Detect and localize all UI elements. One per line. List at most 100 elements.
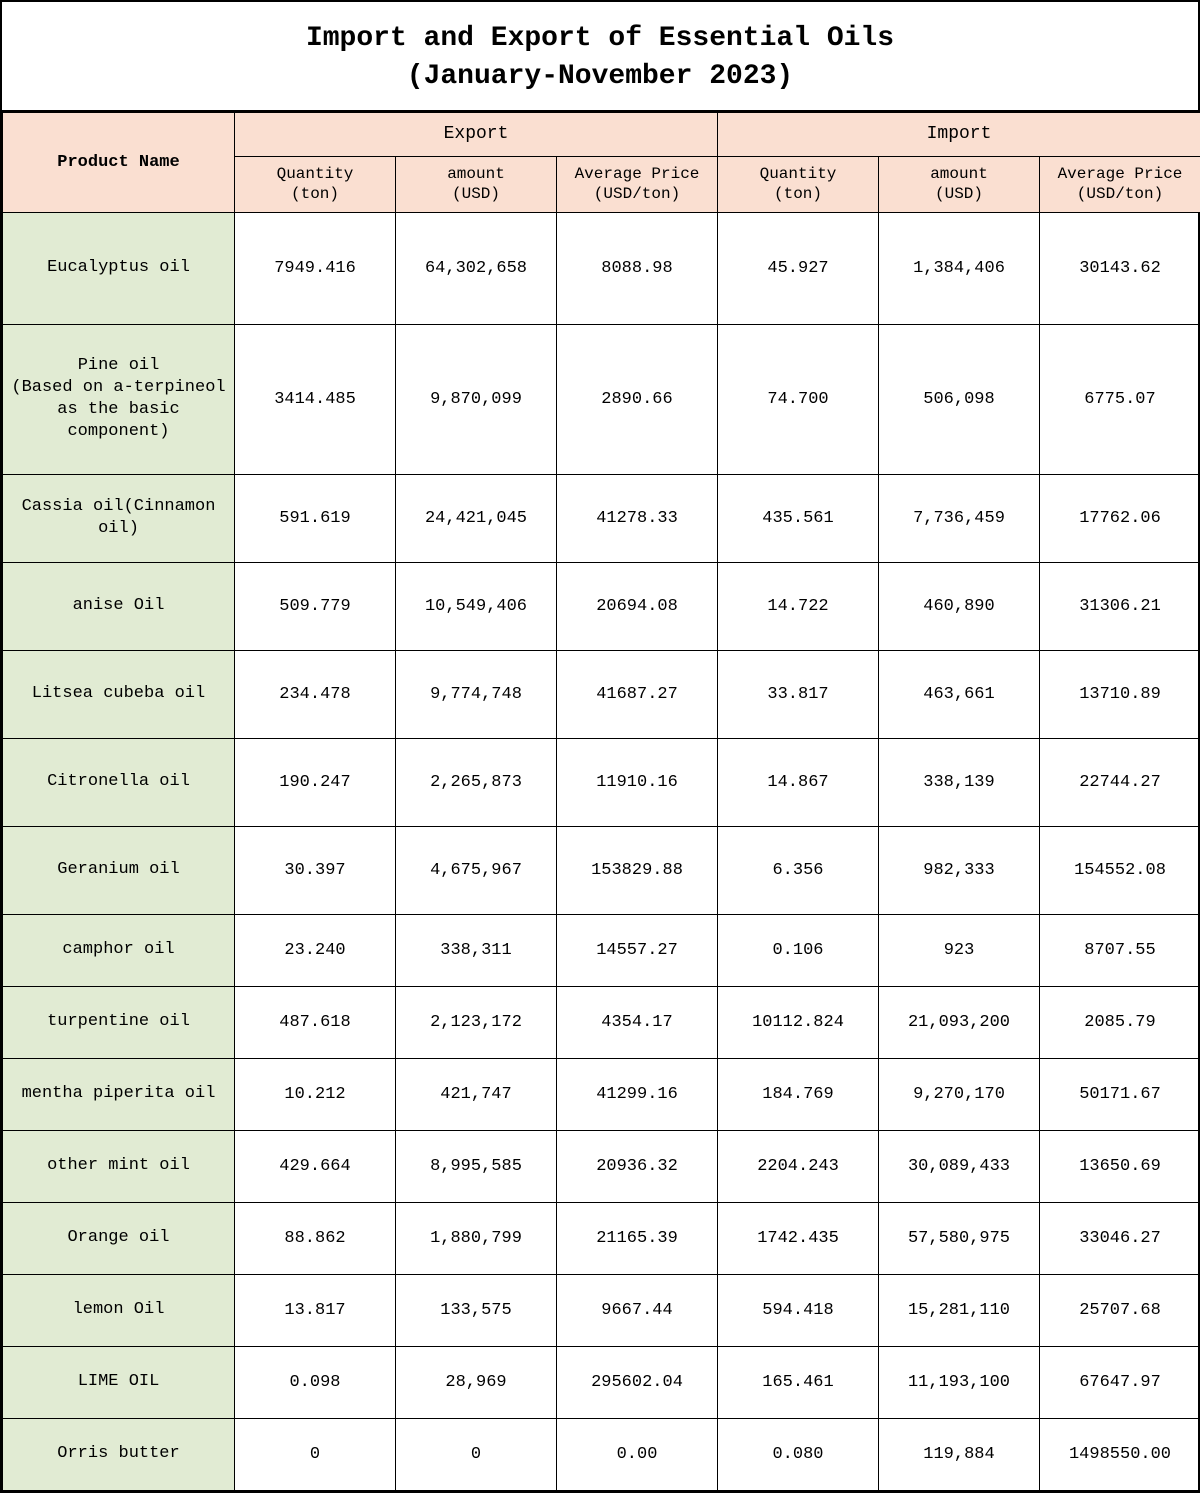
data-cell: 8088.98 <box>557 212 718 324</box>
table-row: Orange oil88.8621,880,79921165.391742.43… <box>3 1202 1200 1274</box>
data-cell: 2085.79 <box>1040 986 1200 1058</box>
product-name-cell: anise Oil <box>3 562 235 650</box>
data-cell: 13.817 <box>235 1274 396 1346</box>
data-cell: 9667.44 <box>557 1274 718 1346</box>
data-cell: 10112.824 <box>718 986 879 1058</box>
data-cell: 23.240 <box>235 914 396 986</box>
data-cell: 30,089,433 <box>879 1130 1040 1202</box>
report-container: Import and Export of Essential Oils (Jan… <box>0 0 1200 1493</box>
product-name-cell: Litsea cubeba oil <box>3 650 235 738</box>
data-cell: 1,384,406 <box>879 212 1040 324</box>
data-cell: 24,421,045 <box>396 474 557 562</box>
data-cell: 506,098 <box>879 324 1040 474</box>
data-cell: 20936.32 <box>557 1130 718 1202</box>
data-cell: 3414.485 <box>235 324 396 474</box>
title-line-1: Import and Export of Essential Oils <box>2 20 1198 58</box>
data-cell: 33046.27 <box>1040 1202 1200 1274</box>
label: (USD/ton) <box>1077 185 1163 203</box>
label: Quantity <box>277 165 354 183</box>
product-name-cell: Eucalyptus oil <box>3 212 235 324</box>
data-cell: 0.080 <box>718 1418 879 1490</box>
product-name-cell: other mint oil <box>3 1130 235 1202</box>
col-export-qty: Quantity (ton) <box>235 156 396 212</box>
data-table: Product Name Export Import Quantity (ton… <box>2 112 1200 1491</box>
data-cell: 4,675,967 <box>396 826 557 914</box>
data-cell: 6775.07 <box>1040 324 1200 474</box>
data-cell: 133,575 <box>396 1274 557 1346</box>
data-cell: 13710.89 <box>1040 650 1200 738</box>
col-import-avg: Average Price (USD/ton) <box>1040 156 1200 212</box>
table-row: other mint oil429.6648,995,58520936.3222… <box>3 1130 1200 1202</box>
data-cell: 0 <box>396 1418 557 1490</box>
data-cell: 64,302,658 <box>396 212 557 324</box>
col-import-qty: Quantity (ton) <box>718 156 879 212</box>
data-cell: 1,880,799 <box>396 1202 557 1274</box>
data-cell: 45.927 <box>718 212 879 324</box>
data-cell: 9,870,099 <box>396 324 557 474</box>
label: Average Price <box>575 165 700 183</box>
data-cell: 435.561 <box>718 474 879 562</box>
table-row: turpentine oil487.6182,123,1724354.17101… <box>3 986 1200 1058</box>
table-row: Eucalyptus oil7949.41664,302,6588088.984… <box>3 212 1200 324</box>
data-cell: 338,311 <box>396 914 557 986</box>
data-cell: 50171.67 <box>1040 1058 1200 1130</box>
data-cell: 0 <box>235 1418 396 1490</box>
data-cell: 14.867 <box>718 738 879 826</box>
data-cell: 0.00 <box>557 1418 718 1490</box>
table-row: LIME OIL0.09828,969295602.04165.46111,19… <box>3 1346 1200 1418</box>
product-name-cell: lemon Oil <box>3 1274 235 1346</box>
data-cell: 338,139 <box>879 738 1040 826</box>
data-cell: 0.106 <box>718 914 879 986</box>
data-cell: 2890.66 <box>557 324 718 474</box>
data-cell: 13650.69 <box>1040 1130 1200 1202</box>
data-cell: 41278.33 <box>557 474 718 562</box>
table-row: Citronella oil190.2472,265,87311910.1614… <box>3 738 1200 826</box>
data-cell: 184.769 <box>718 1058 879 1130</box>
data-cell: 33.817 <box>718 650 879 738</box>
data-cell: 88.862 <box>235 1202 396 1274</box>
title-block: Import and Export of Essential Oils (Jan… <box>2 2 1198 112</box>
data-cell: 1498550.00 <box>1040 1418 1200 1490</box>
table-row: Litsea cubeba oil234.4789,774,74841687.2… <box>3 650 1200 738</box>
data-cell: 1742.435 <box>718 1202 879 1274</box>
product-name-cell: Pine oil(Based on a-terpineol as the bas… <box>3 324 235 474</box>
col-export-avg: Average Price (USD/ton) <box>557 156 718 212</box>
data-cell: 9,774,748 <box>396 650 557 738</box>
label: amount <box>930 165 988 183</box>
data-cell: 30143.62 <box>1040 212 1200 324</box>
table-row: mentha piperita oil10.212421,74741299.16… <box>3 1058 1200 1130</box>
data-cell: 74.700 <box>718 324 879 474</box>
data-cell: 234.478 <box>235 650 396 738</box>
data-cell: 17762.06 <box>1040 474 1200 562</box>
data-cell: 21165.39 <box>557 1202 718 1274</box>
product-name-cell: Orange oil <box>3 1202 235 1274</box>
col-export-amount: amount (USD) <box>396 156 557 212</box>
data-cell: 923 <box>879 914 1040 986</box>
table-row: Orris butter000.000.080119,8841498550.00 <box>3 1418 1200 1490</box>
table-row: lemon Oil13.817133,5759667.44594.41815,2… <box>3 1274 1200 1346</box>
data-cell: 982,333 <box>879 826 1040 914</box>
product-name-cell: turpentine oil <box>3 986 235 1058</box>
data-cell: 7949.416 <box>235 212 396 324</box>
label: (USD) <box>935 185 983 203</box>
product-name-cell: Cassia oil(Cinnamon oil) <box>3 474 235 562</box>
data-cell: 7,736,459 <box>879 474 1040 562</box>
data-cell: 30.397 <box>235 826 396 914</box>
data-cell: 154552.08 <box>1040 826 1200 914</box>
data-cell: 67647.97 <box>1040 1346 1200 1418</box>
title-line-2: (January-November 2023) <box>2 58 1198 96</box>
data-cell: 460,890 <box>879 562 1040 650</box>
table-row: Pine oil(Based on a-terpineol as the bas… <box>3 324 1200 474</box>
table-row: anise Oil509.77910,549,40620694.0814.722… <box>3 562 1200 650</box>
data-cell: 41687.27 <box>557 650 718 738</box>
data-cell: 14557.27 <box>557 914 718 986</box>
data-cell: 190.247 <box>235 738 396 826</box>
data-cell: 11910.16 <box>557 738 718 826</box>
label: (ton) <box>291 185 339 203</box>
table-head: Product Name Export Import Quantity (ton… <box>3 112 1200 212</box>
col-product-name: Product Name <box>3 112 235 212</box>
table-row: camphor oil23.240338,31114557.270.106923… <box>3 914 1200 986</box>
data-cell: 487.618 <box>235 986 396 1058</box>
data-cell: 21,093,200 <box>879 986 1040 1058</box>
data-cell: 429.664 <box>235 1130 396 1202</box>
